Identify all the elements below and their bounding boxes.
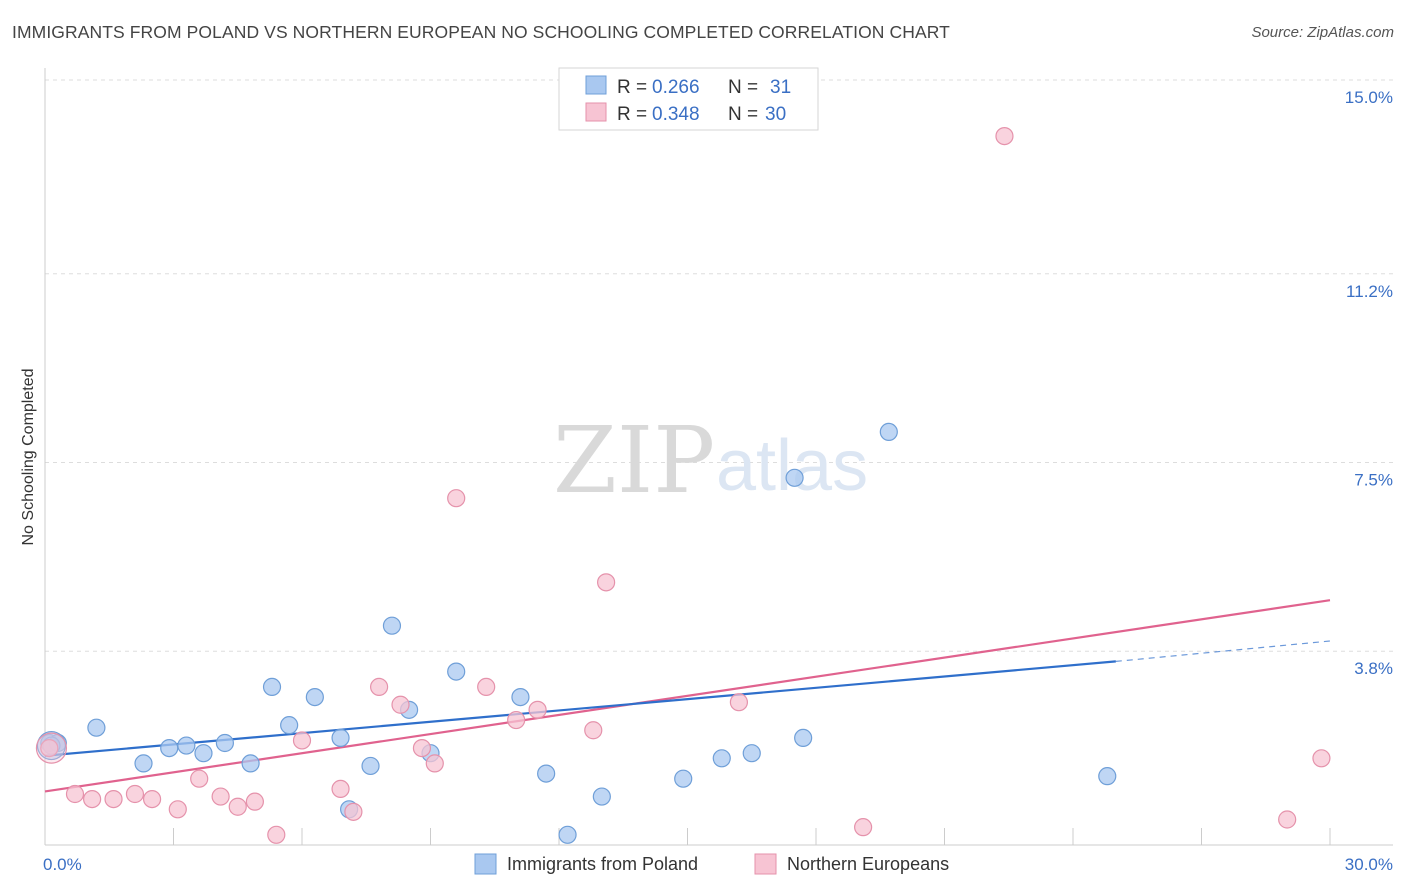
northern-europeans-point-17 — [412, 738, 432, 758]
northern-europeans-point-5 — [142, 789, 162, 809]
immigrants-from-poland-point-7 — [215, 733, 234, 753]
northern-europeans-point-23 — [584, 721, 603, 740]
immigrants-from-poland-point-8 — [241, 754, 260, 773]
legend-n-value-poland: 31 — [770, 77, 791, 98]
northern-europeans-point-19 — [447, 489, 466, 508]
bottom-legend-label-northern: Northern Europeans — [787, 854, 949, 874]
bottom-legend-swatch-poland — [474, 853, 497, 875]
northern-europeans-point-25 — [729, 693, 749, 712]
immigrants-from-poland-point-15 — [382, 616, 402, 635]
legend-r-value-northern: 0.348 — [652, 104, 700, 125]
y-tick-label-1: 7.5% — [1354, 471, 1393, 490]
northern-europeans-point-21 — [507, 710, 526, 730]
immigrants-from-poland-point-2 — [87, 718, 106, 737]
legend-swatch-northern — [585, 102, 607, 122]
northern-europeans-point-12 — [292, 731, 312, 750]
northern-europeans-point-14 — [344, 802, 363, 821]
chart-source: Source: ZipAtlas.com — [1251, 24, 1394, 41]
x-tick-label-1: 30.0% — [1345, 855, 1393, 874]
northern-europeans-point-2 — [83, 789, 102, 809]
immigrants-from-poland-point-29 — [1098, 767, 1117, 786]
series-northern-europeans — [35, 127, 1331, 844]
x-tick-labels: 0.0% 30.0% — [43, 855, 1393, 874]
immigrants-from-poland-point-19 — [511, 687, 530, 707]
northern-europeans-point-9 — [228, 797, 247, 816]
x-axis-ticks — [44, 828, 1331, 845]
immigrants-from-poland-point-24 — [712, 749, 731, 768]
immigrants-from-poland-point-14 — [361, 756, 380, 776]
immigrants-from-poland-point-21 — [558, 825, 577, 844]
y-tick-label-0: 3.8% — [1354, 659, 1393, 678]
northern-europeans-point-7 — [190, 769, 209, 788]
northern-europeans-point-28 — [1278, 810, 1297, 829]
y-tick-label-3: 15.0% — [1345, 88, 1393, 107]
northern-europeans-point-8 — [211, 787, 230, 806]
northern-europeans-point-6 — [168, 800, 187, 819]
series-legend: Immigrants from Poland Northern European… — [474, 853, 949, 875]
northern-europeans-point-20 — [477, 677, 496, 697]
immigrants-from-poland-point-10 — [280, 716, 299, 735]
y-tick-labels: 3.8% 7.5% 11.2% 15.0% — [1345, 88, 1393, 678]
legend-r-value-poland: 0.266 — [652, 77, 700, 98]
northern-europeans-point-24 — [597, 573, 616, 592]
immigrants-from-poland-point-22 — [592, 787, 611, 806]
legend-n-label-poland: N = — [728, 77, 758, 98]
northern-europeans-point-11 — [267, 825, 286, 844]
trend-line-northern-europeans — [44, 599, 1331, 793]
northern-europeans-point-22 — [528, 700, 547, 719]
immigrants-from-poland-point-6 — [194, 744, 213, 763]
legend-n-label-northern: N = — [728, 104, 758, 125]
northern-europeans-point-1 — [65, 784, 85, 804]
immigrants-from-poland-point-5 — [177, 736, 196, 755]
northern-europeans-point-0 — [40, 738, 59, 758]
northern-europeans-point-13 — [331, 779, 350, 799]
trend-line-immigrants-from-poland-extension — [1115, 640, 1331, 662]
y-axis-title: No Schooling Completed — [20, 369, 37, 546]
immigrants-from-poland-point-25 — [742, 744, 761, 763]
immigrants-from-poland-point-4 — [160, 738, 179, 758]
legend-r-label-northern: R = — [617, 104, 647, 125]
correlation-legend: R = 0.266 N = 31 R = 0.348 N = 30 — [558, 67, 819, 131]
watermark-atlas: atlas — [716, 426, 868, 506]
immigrants-from-poland-point-3 — [134, 754, 153, 773]
gridlines — [45, 79, 1393, 652]
northern-europeans-point-3 — [104, 789, 123, 809]
immigrants-from-poland-point-28 — [879, 422, 898, 441]
bottom-legend-swatch-northern — [754, 853, 777, 875]
chart-title: IMMIGRANTS FROM POLAND VS NORTHERN EUROP… — [12, 22, 950, 42]
immigrants-from-poland-point-18 — [447, 662, 466, 681]
immigrants-from-poland-point-23 — [674, 769, 693, 788]
northern-europeans-point-29 — [1312, 749, 1331, 768]
northern-europeans-point-10 — [245, 792, 264, 811]
watermark-zip: ZIP — [553, 407, 715, 514]
immigrants-from-poland-point-9 — [262, 677, 282, 697]
northern-europeans-point-16 — [391, 695, 410, 714]
trend-line-immigrants-from-poland — [44, 660, 1116, 757]
x-tick-label-0: 0.0% — [43, 855, 82, 874]
immigrants-from-poland-point-20 — [537, 764, 556, 783]
immigrants-from-poland-point-12 — [331, 728, 350, 748]
legend-r-label-poland: R = — [617, 77, 647, 98]
y-tick-label-2: 11.2% — [1346, 282, 1393, 301]
northern-europeans-point-26 — [854, 818, 873, 837]
northern-europeans-point-cluster — [35, 732, 68, 764]
immigrants-from-poland-point-11 — [305, 687, 324, 707]
immigrants-from-poland-point-27 — [794, 728, 813, 748]
northern-europeans-point-18 — [425, 754, 444, 773]
immigrants-from-poland-point-26 — [785, 468, 804, 487]
northern-europeans-point-27 — [995, 127, 1014, 146]
bottom-legend-label-poland: Immigrants from Poland — [507, 854, 698, 874]
legend-swatch-poland — [585, 75, 607, 95]
legend-n-value-northern: 30 — [765, 104, 786, 125]
northern-europeans-point-4 — [125, 784, 145, 804]
northern-europeans-point-15 — [370, 677, 389, 697]
trend-lines — [44, 599, 1331, 793]
